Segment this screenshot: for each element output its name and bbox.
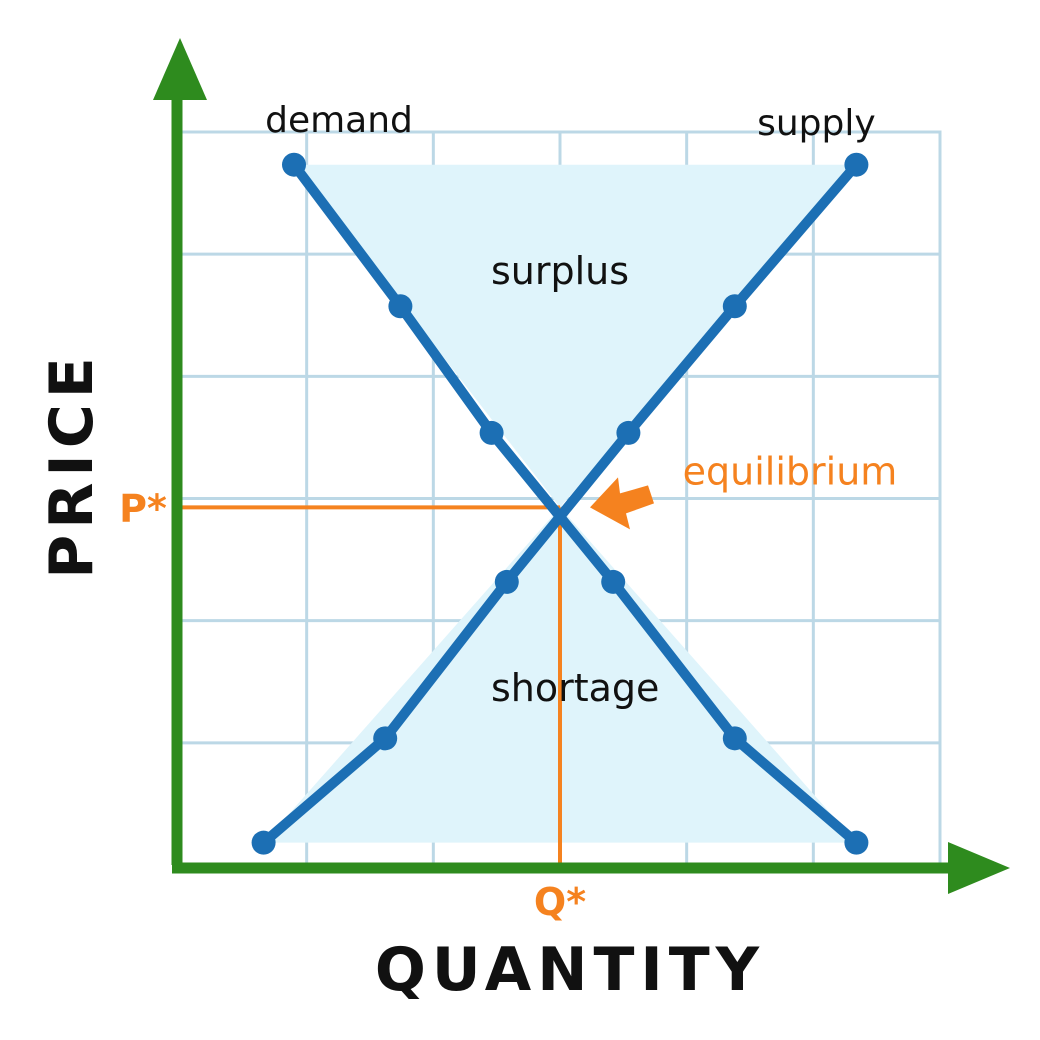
demand-point bbox=[601, 569, 626, 594]
demand-point bbox=[388, 294, 413, 319]
labels: QUANTITY PRICE demand supply surplus shortage… bbox=[37, 100, 897, 1005]
surplus-region bbox=[294, 164, 857, 508]
curves bbox=[251, 152, 869, 855]
supply-point bbox=[844, 152, 869, 177]
q-star-label: Q* bbox=[534, 880, 586, 924]
demand-point bbox=[282, 152, 306, 177]
demand-point bbox=[722, 726, 747, 751]
supply-point bbox=[494, 569, 519, 594]
y-axis-arrow-icon bbox=[153, 38, 207, 100]
supply-label: supply bbox=[757, 103, 876, 144]
shortage-label: shortage bbox=[491, 666, 659, 710]
x-axis-title: QUANTITY bbox=[375, 935, 765, 1005]
supply-point bbox=[373, 726, 398, 751]
y-axis-title: PRICE bbox=[37, 351, 107, 579]
supply-point bbox=[616, 420, 641, 445]
axes bbox=[153, 38, 1010, 894]
supply-point bbox=[251, 830, 276, 855]
p-star-label: P* bbox=[119, 486, 167, 530]
demand-point bbox=[479, 420, 504, 445]
demand-label: demand bbox=[265, 100, 413, 141]
supply-curve bbox=[258, 159, 862, 848]
demand-curve bbox=[289, 159, 862, 848]
equilibrium-label: equilibrium bbox=[683, 449, 898, 493]
x-axis-arrow-icon bbox=[948, 842, 1010, 894]
equilibrium-arrow-icon bbox=[590, 477, 654, 530]
demand-point bbox=[844, 830, 869, 855]
supply-point bbox=[722, 294, 747, 319]
surplus-label: surplus bbox=[491, 249, 629, 293]
equilibrium-guides bbox=[180, 505, 562, 865]
